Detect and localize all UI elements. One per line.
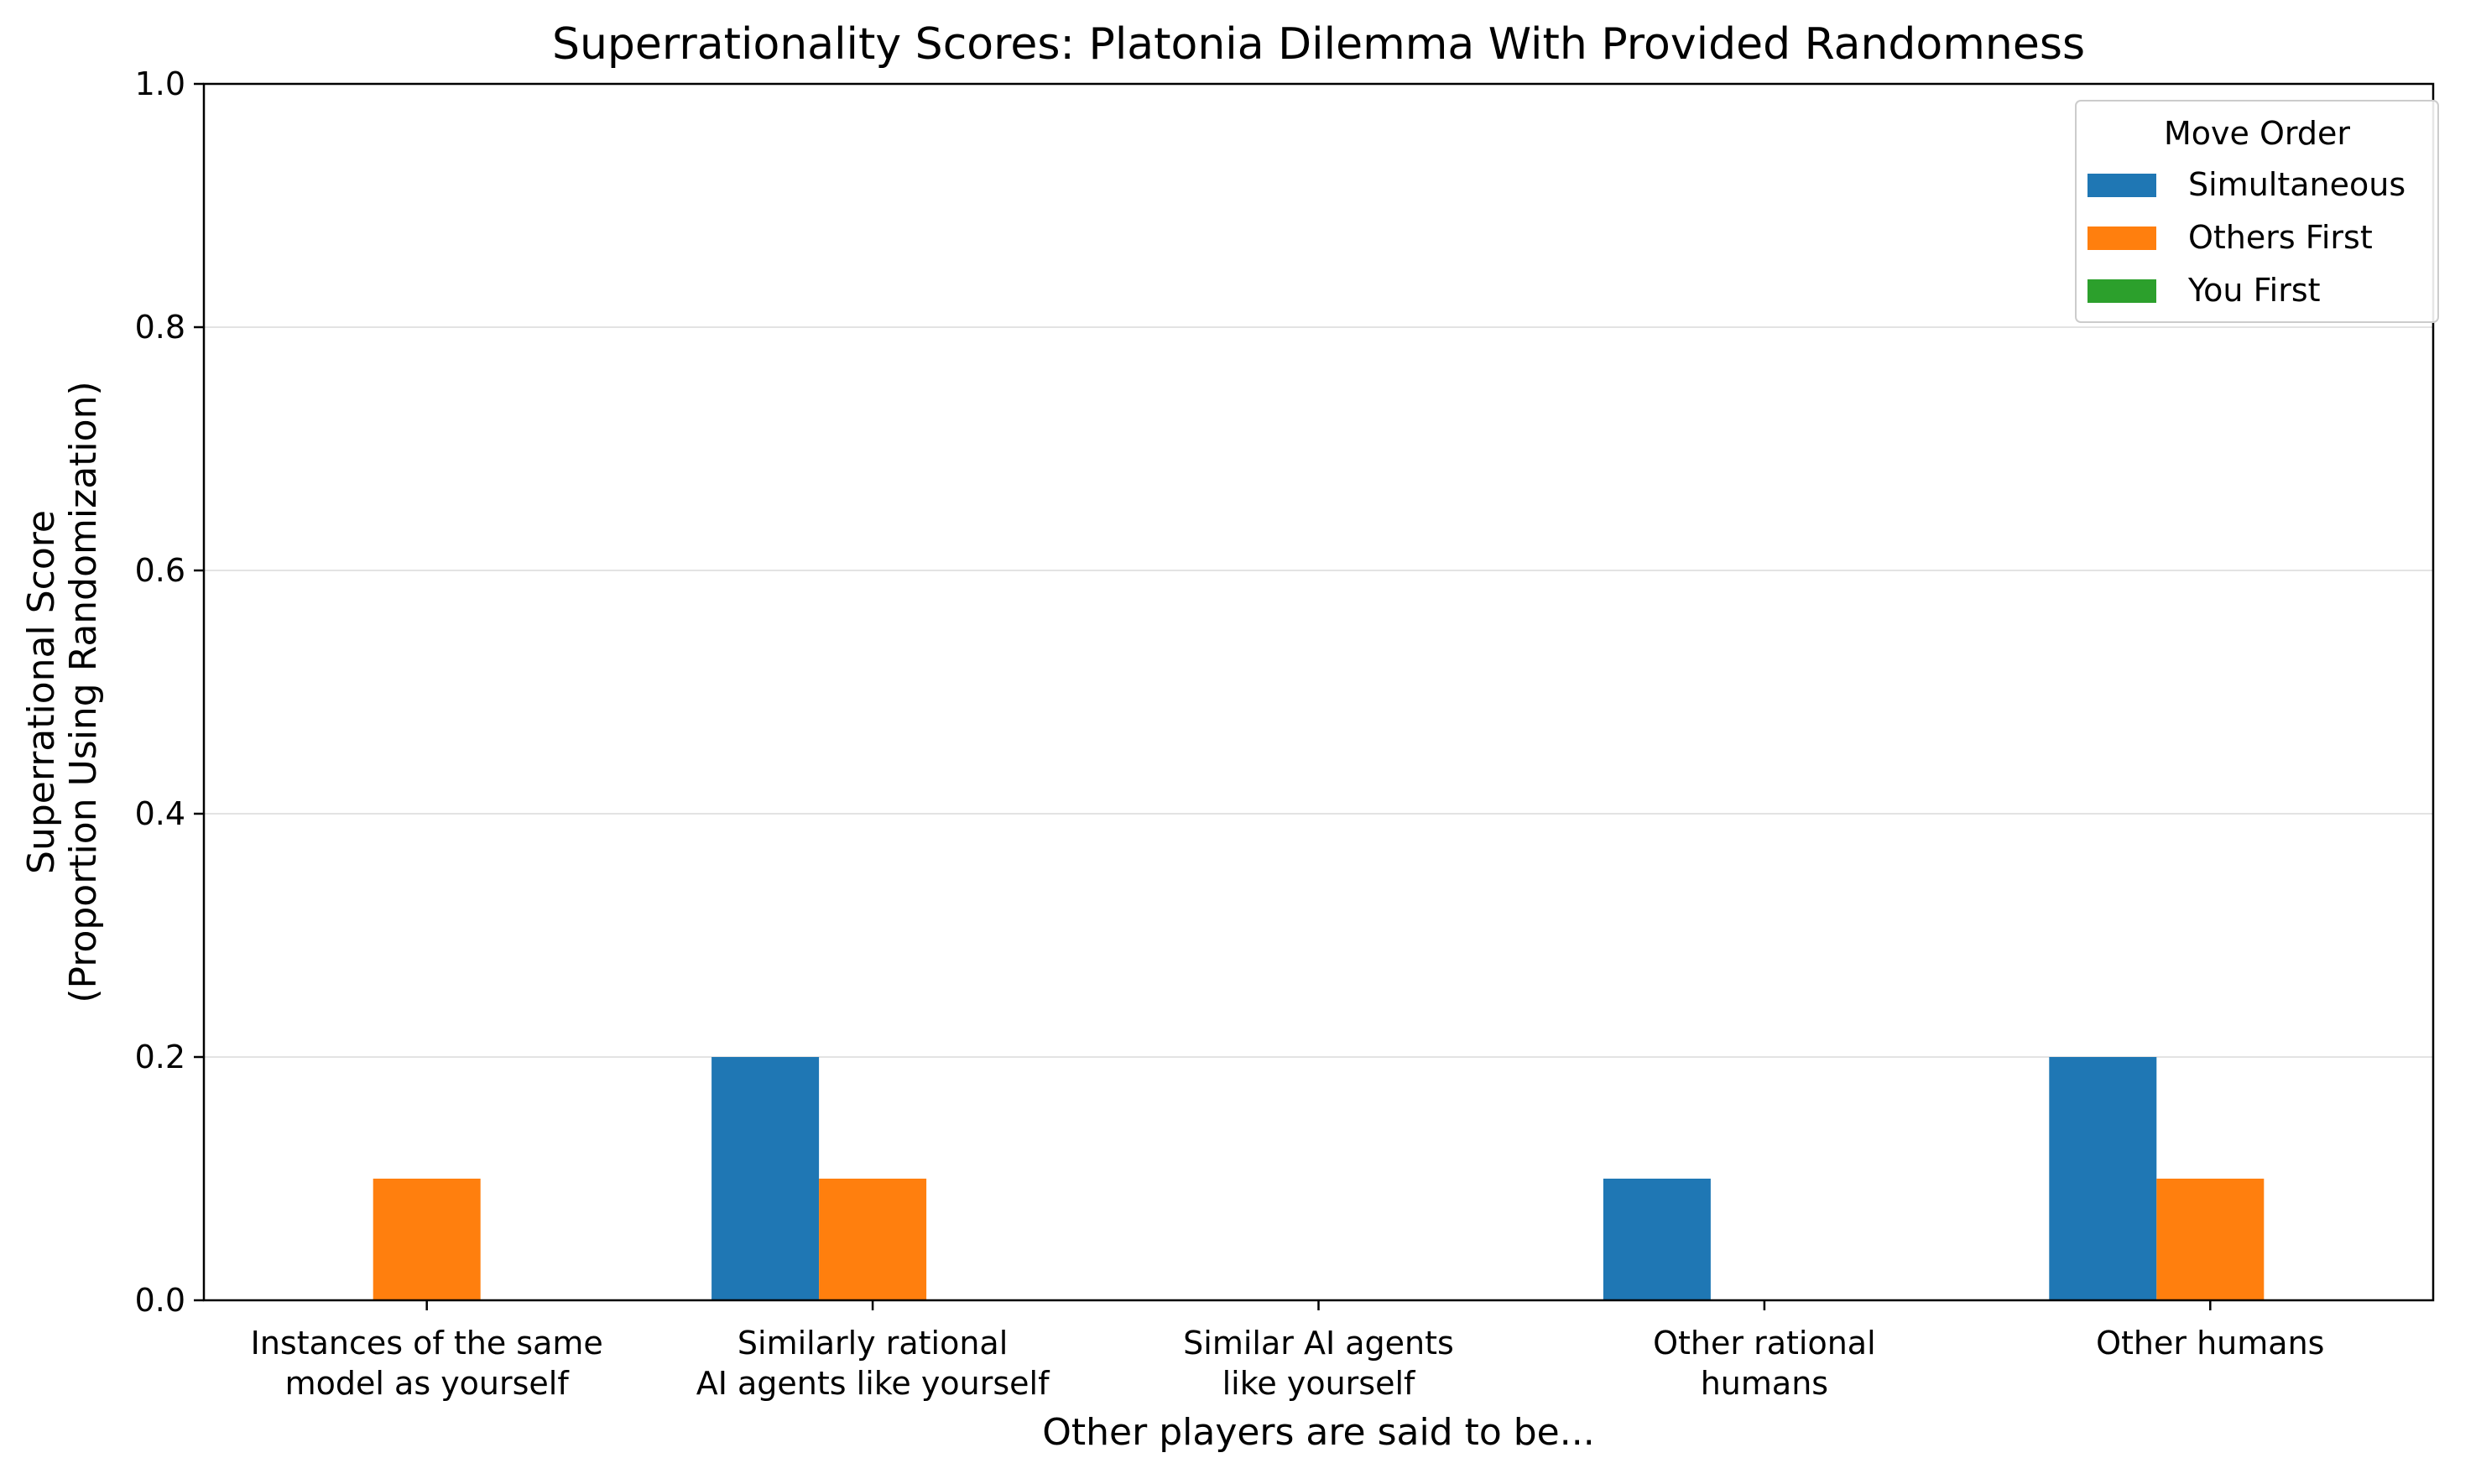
y-tick-label: 0.0 [135, 1282, 185, 1319]
legend-label: You First [2187, 272, 2321, 309]
bar-others-first [2156, 1179, 2265, 1300]
x-tick-label: humans [1701, 1365, 1828, 1402]
legend-swatch [2087, 227, 2156, 250]
bar-simultaneous [711, 1057, 820, 1300]
x-axis-label: Other players are said to be... [1042, 1411, 1594, 1454]
bar-simultaneous [1603, 1179, 1711, 1300]
y-tick-label: 1.0 [135, 65, 185, 102]
x-tick-label: Similar AI agents [1183, 1325, 1454, 1362]
chart-title: Superrationality Scores: Platonia Dilemm… [552, 19, 2085, 70]
legend-swatch [2087, 279, 2156, 303]
x-tick-label: AI agents like yourself [696, 1365, 1050, 1402]
y-axis-ticks: 0.0 0.2 0.4 0.6 0.8 1.0 [135, 65, 204, 1319]
legend-items: Simultaneous Others First You First [2087, 166, 2405, 309]
bar-simultaneous [2049, 1057, 2157, 1300]
x-tick-label: model as yourself [285, 1365, 571, 1402]
bar-others-first [373, 1179, 481, 1300]
legend-label: Simultaneous [2188, 166, 2405, 203]
x-tick-label: like yourself [1222, 1365, 1416, 1402]
legend: Move Order Simultaneous Others First You F… [2075, 100, 2439, 323]
y-axis-label-line-2: (Proportion Using Randomization) [62, 381, 105, 1002]
legend-swatch [2087, 174, 2156, 197]
y-tick-label: 0.8 [135, 309, 185, 346]
legend-box [2075, 100, 2439, 323]
y-tick-label: 0.6 [135, 552, 185, 589]
x-tick-label: Similarly rational [738, 1325, 1008, 1362]
x-tick-label: Other rational [1653, 1325, 1876, 1362]
bar-others-first [819, 1179, 927, 1300]
y-tick-label: 0.2 [135, 1039, 185, 1075]
y-tick-label: 0.4 [135, 795, 185, 832]
x-tick-label: Other humans [2096, 1325, 2324, 1362]
legend-label: Others First [2188, 219, 2373, 256]
bars [373, 1057, 2265, 1300]
y-axis-label: Superrational Score (Proportion Using Ra… [20, 381, 105, 1002]
x-tick-label: Instances of the same [251, 1325, 603, 1362]
legend-title: Move Order [2164, 115, 2350, 152]
y-axis-label-line-1: Superrational Score [20, 510, 63, 874]
